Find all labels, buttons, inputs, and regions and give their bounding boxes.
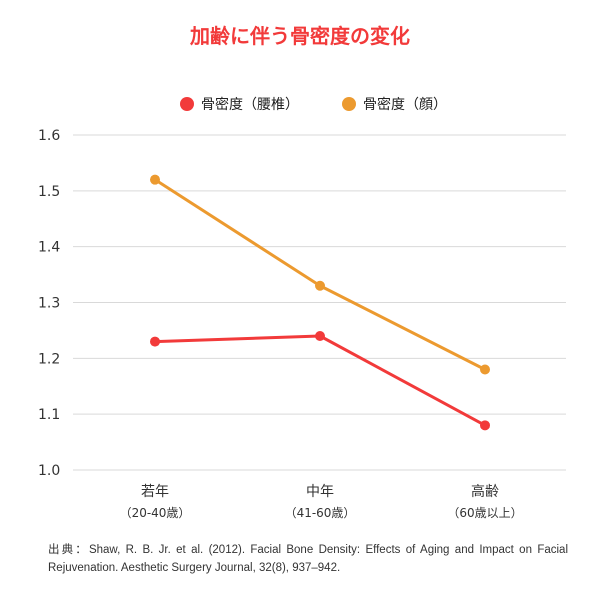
series-line bbox=[153, 334, 487, 427]
legend: 骨密度（腰椎） 骨密度（顔） bbox=[180, 96, 447, 113]
legend-marker bbox=[342, 97, 356, 111]
x-tick-label: 中年 bbox=[306, 484, 334, 500]
y-tick-label: 1.3 bbox=[38, 296, 60, 312]
y-tick-label: 1.4 bbox=[38, 240, 60, 256]
x-tick-sublabel: （60歳以上） bbox=[447, 506, 522, 520]
x-tick-label: 高齢 bbox=[471, 483, 499, 500]
legend-label: 骨密度（腰椎） bbox=[201, 96, 299, 113]
series-layer bbox=[150, 174, 490, 431]
x-tick-label: 若年 bbox=[141, 484, 169, 500]
data-point bbox=[480, 420, 490, 431]
grid-lines bbox=[73, 134, 566, 471]
x-tick-sublabel: （20-40歳） bbox=[120, 506, 191, 520]
x-tick-sublabel: （41-60歳） bbox=[285, 506, 356, 520]
data-point bbox=[315, 331, 325, 341]
y-tick-label: 1.0 bbox=[38, 463, 60, 479]
data-point bbox=[150, 336, 160, 347]
data-point bbox=[150, 174, 160, 185]
legend-marker bbox=[180, 97, 194, 111]
series-2 bbox=[150, 174, 490, 375]
y-tick-label: 1.2 bbox=[38, 351, 60, 367]
y-tick-label: 1.6 bbox=[38, 128, 60, 144]
y-tick-label: 1.1 bbox=[38, 407, 60, 423]
y-axis: 1.0 1.1 1.2 1.3 1.4 1.5 1.6 bbox=[38, 128, 60, 479]
data-point bbox=[315, 280, 325, 291]
data-point bbox=[480, 364, 490, 375]
legend-label: 骨密度（顔） bbox=[363, 96, 447, 113]
y-tick-label: 1.5 bbox=[38, 184, 60, 200]
x-axis: 若年 （20-40歳） 中年 （41-60歳） 高齢 （60歳以上） bbox=[120, 483, 523, 520]
chart-title: 加齢に伴う骨密度の変化 bbox=[189, 24, 410, 48]
source-note: 出典：Shaw, R. B. Jr. et al. (2012). Facial… bbox=[48, 544, 568, 574]
series-1 bbox=[150, 331, 490, 431]
